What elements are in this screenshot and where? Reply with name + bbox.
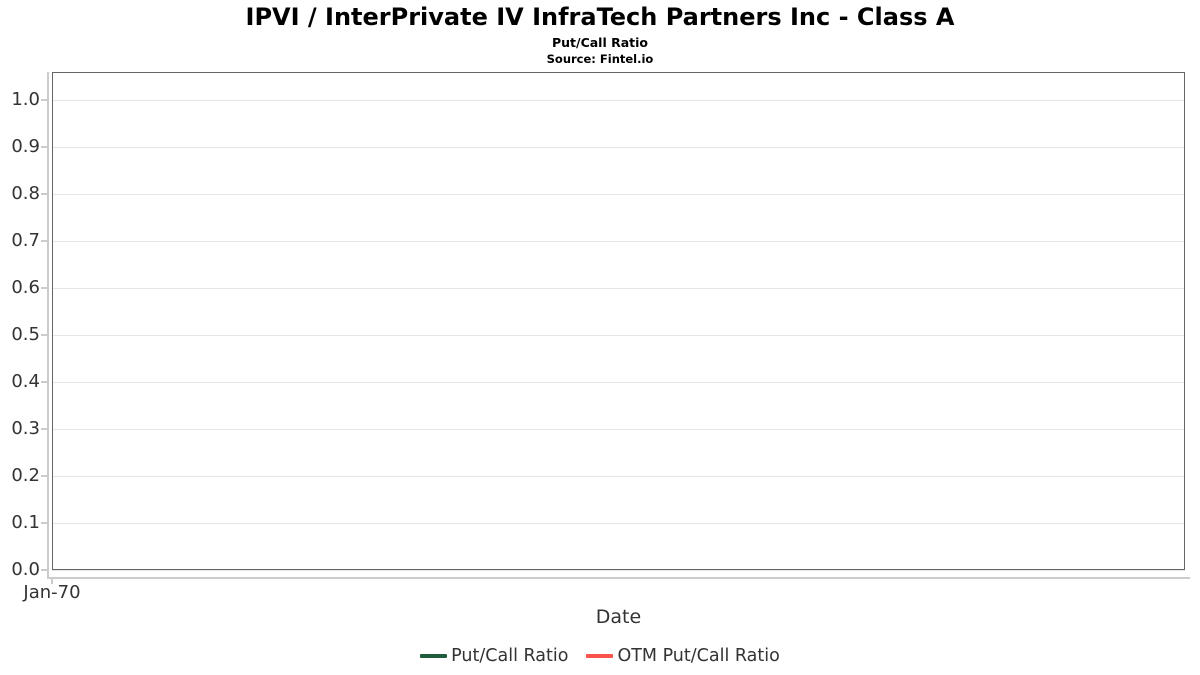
- y-axis-tick: [41, 475, 47, 477]
- y-gridline: [52, 569, 1185, 571]
- y-axis-tick-label: 0.4: [11, 371, 40, 392]
- legend-label: Put/Call Ratio: [451, 646, 569, 666]
- y-axis-tick: [41, 99, 47, 101]
- x-axis-title: Date: [595, 606, 642, 628]
- y-axis-tick-label: 0.6: [11, 277, 40, 298]
- chart-subtitle: Put/Call Ratio: [551, 35, 649, 50]
- legend-item[interactable]: Put/Call Ratio: [420, 646, 568, 666]
- y-axis-tick-label: 0.1: [11, 512, 40, 533]
- y-axis-tick-label: 0.2: [11, 465, 40, 486]
- y-axis-tick: [41, 240, 47, 242]
- y-gridline: [52, 428, 1185, 430]
- legend-label: OTM Put/Call Ratio: [617, 646, 780, 666]
- y-axis-tick: [41, 569, 47, 571]
- y-gridline: [52, 381, 1185, 383]
- x-axis-line: [47, 577, 1190, 579]
- chart-title: IPVI / InterPrivate IV InfraTech Partner…: [245, 3, 955, 31]
- y-gridline: [52, 522, 1185, 524]
- y-gridline: [52, 146, 1185, 148]
- legend: Put/Call Ratio OTM Put/Call Ratio: [0, 646, 1200, 666]
- y-gridline: [52, 240, 1185, 242]
- y-axis-tick-label: 0.7: [11, 230, 40, 251]
- y-gridline: [52, 193, 1185, 195]
- y-axis-tick-label: 0.5: [11, 324, 40, 345]
- y-axis-tick: [41, 334, 47, 336]
- y-gridline: [52, 475, 1185, 477]
- y-axis-tick: [41, 381, 47, 383]
- y-axis-tick: [41, 146, 47, 148]
- y-gridline: [52, 287, 1185, 289]
- legend-line-marker: [420, 654, 448, 658]
- y-axis-tick-label: 0.9: [11, 136, 40, 157]
- y-axis-tick-label: 0.8: [11, 183, 40, 204]
- legend-item[interactable]: OTM Put/Call Ratio: [586, 646, 780, 666]
- y-gridline: [52, 99, 1185, 101]
- legend-line-marker: [586, 654, 614, 658]
- y-axis-tick: [41, 428, 47, 430]
- chart-source: Source: Fintel.io: [546, 52, 654, 66]
- y-gridline: [52, 334, 1185, 336]
- y-axis-tick-label: 1.0: [11, 89, 40, 110]
- y-axis-tick: [41, 193, 47, 195]
- y-axis-tick-label: 0.0: [11, 559, 40, 580]
- y-axis-tick: [41, 522, 47, 524]
- y-axis-line: [47, 72, 49, 578]
- x-axis-tick: [51, 578, 53, 584]
- y-axis-tick: [41, 287, 47, 289]
- y-axis-tick-label: 0.3: [11, 418, 40, 439]
- plot-area: [52, 72, 1185, 570]
- x-axis-tick-label: Jan-70: [23, 582, 81, 603]
